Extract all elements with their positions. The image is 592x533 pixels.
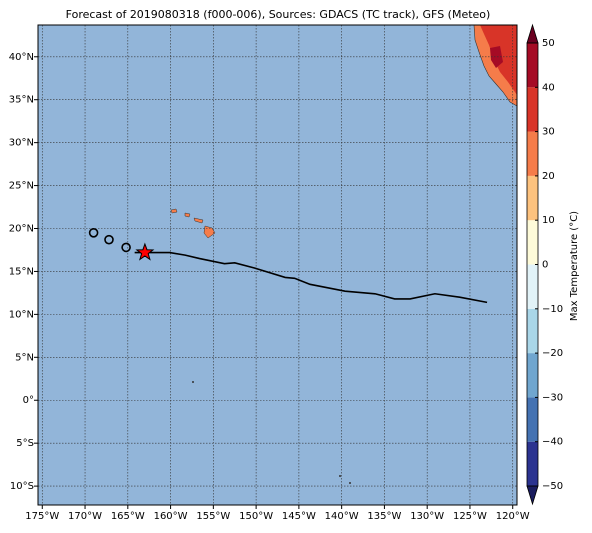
x-tick-label: 125°W bbox=[453, 511, 487, 522]
x-tick-label: 160°W bbox=[154, 511, 188, 522]
y-tick-label: 25°N bbox=[9, 181, 34, 192]
y-tick-label: 15°N bbox=[9, 266, 34, 277]
colorbar-bin bbox=[527, 220, 538, 265]
colorbar-bin bbox=[527, 43, 538, 88]
forecast-point bbox=[104, 234, 114, 245]
island bbox=[170, 208, 178, 214]
y-tick-label: 0° bbox=[23, 395, 34, 406]
y-tick-label: 5°S bbox=[16, 438, 34, 449]
x-tick-label: 120°W bbox=[496, 511, 530, 522]
colorbar-tick-label: −30 bbox=[542, 392, 563, 403]
colorbar-tick-label: 10 bbox=[542, 215, 555, 226]
track-line bbox=[134, 251, 488, 304]
colorbar-bin bbox=[527, 397, 538, 442]
colorbar-extend-high bbox=[526, 23, 539, 44]
colorbar-tick-label: −50 bbox=[542, 481, 563, 492]
x-tick-label: 140°W bbox=[325, 511, 359, 522]
y-tick-label: 40°N bbox=[9, 52, 34, 63]
x-tick-label: 150°W bbox=[239, 511, 273, 522]
colorbar-tick-label: 20 bbox=[542, 171, 555, 182]
colorbar-tick-label: 40 bbox=[542, 82, 555, 93]
colorbar-tick-label: 30 bbox=[542, 127, 555, 138]
ocean bbox=[38, 25, 517, 505]
island bbox=[193, 217, 204, 224]
y-tick-label: 10°N bbox=[9, 309, 34, 320]
colorbar-label: Max Temperature (°C) bbox=[569, 211, 580, 321]
colorbar-bin bbox=[527, 175, 538, 221]
california-hotter bbox=[490, 46, 503, 68]
y-tick-label: 30°N bbox=[9, 138, 34, 149]
colorbar-extend-low bbox=[526, 485, 539, 506]
x-tick-label: 130°W bbox=[410, 511, 444, 522]
x-tick-label: 170°W bbox=[68, 511, 102, 522]
island bbox=[184, 212, 191, 218]
colorbar-bin bbox=[527, 441, 538, 486]
storm-position bbox=[135, 242, 155, 261]
colorbar-tick-label: −20 bbox=[542, 348, 563, 359]
x-tick-label: 145°W bbox=[282, 511, 316, 522]
colorbar-bin bbox=[527, 308, 538, 354]
colorbar-bin bbox=[527, 353, 538, 398]
y-tick-label: 5°N bbox=[15, 352, 34, 363]
colorbar-bin bbox=[527, 131, 538, 176]
x-tick-label: 135°W bbox=[367, 511, 401, 522]
colorbar-tick-label: −10 bbox=[542, 304, 563, 315]
colorbar-tick-label: 0 bbox=[542, 260, 548, 271]
map-frame bbox=[37, 24, 518, 506]
x-tick-label: 165°W bbox=[111, 511, 145, 522]
land bbox=[170, 24, 518, 484]
islet bbox=[339, 475, 341, 477]
islet bbox=[349, 482, 351, 484]
x-tick-label: 155°W bbox=[196, 511, 230, 522]
island bbox=[203, 225, 216, 239]
islet bbox=[192, 381, 194, 383]
map-title: Forecast of 2019080318 (f000-006), Sourc… bbox=[66, 8, 491, 21]
y-tick-label: 20°N bbox=[9, 224, 34, 235]
colorbar-tick-label: 50 bbox=[542, 38, 555, 49]
colorbar-bin bbox=[527, 87, 538, 132]
x-tick-label: 175°W bbox=[25, 511, 59, 522]
y-tick-label: 10°S bbox=[10, 481, 34, 492]
forecast-point bbox=[121, 242, 131, 253]
colorbar-tick-label: −40 bbox=[542, 437, 563, 448]
colorbar-bin bbox=[527, 264, 538, 309]
y-tick-label: 35°N bbox=[9, 95, 34, 106]
forecast-point bbox=[88, 227, 99, 238]
